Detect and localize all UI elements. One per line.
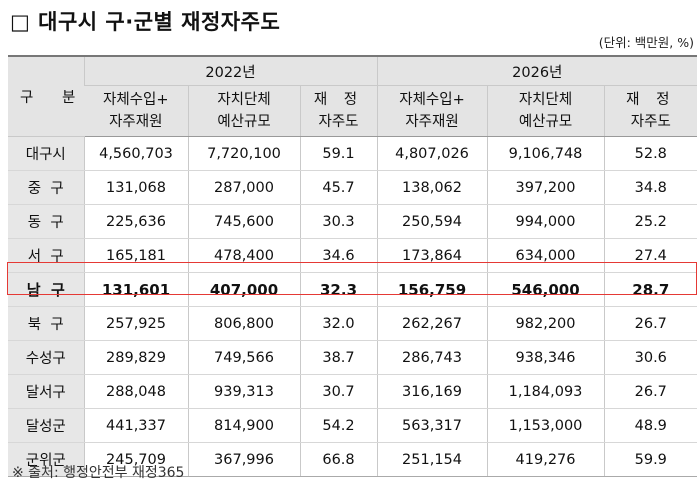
value-cell: 30.6	[603, 340, 698, 375]
region-cell: 북 구	[8, 306, 84, 341]
value-cell: 397,200	[486, 170, 605, 205]
value-cell: 286,743	[376, 340, 488, 375]
value-cell: 814,900	[187, 408, 300, 443]
value-cell: 563,317	[376, 408, 488, 443]
value-cell: 262,267	[376, 306, 488, 341]
value-cell: 138,062	[376, 170, 488, 205]
value-cell: 478,400	[187, 238, 300, 273]
table-row: 동 구 225,636 745,600 30.3 250,594 994,000 25.2	[8, 204, 698, 239]
header-corner: 구 분	[8, 55, 84, 137]
value-cell: 1,184,093	[486, 374, 605, 409]
value-cell: 59.9	[603, 442, 698, 477]
table-row: 달성군 441,337 814,900 54.2 563,317 1,153,000 48.…	[8, 408, 698, 443]
value-cell: 48.9	[603, 408, 698, 443]
value-cell: 938,346	[486, 340, 605, 375]
header-year-2026: 2026년	[376, 55, 698, 86]
fiscal-autonomy-table: 구 분 2022년 2026년 자체수입+ 자주재원 자치단체 예산규모 재 정 자주…	[8, 55, 698, 477]
value-cell: 45.7	[299, 170, 378, 205]
region-cell: 동 구	[8, 204, 84, 239]
region-cell: 달서구	[8, 374, 84, 409]
value-cell: 745,600	[187, 204, 300, 239]
value-cell: 250,594	[376, 204, 488, 239]
value-cell: 289,829	[83, 340, 188, 375]
table-row: 달서구 288,048 939,313 30.7 316,169 1,184,093 26.…	[8, 374, 698, 409]
region-cell: 대구시	[8, 136, 84, 171]
value-cell: 288,048	[83, 374, 188, 409]
table-row: 북 구 257,925 806,800 32.0 262,267 982,200 26.7	[8, 306, 698, 341]
value-cell: 634,000	[486, 238, 605, 273]
value-cell: 939,313	[187, 374, 300, 409]
table-row: 대구시 4,560,703 7,720,100 59.1 4,807,026 9,106,…	[8, 136, 698, 171]
table-row: 군위군 245,709 367,996 66.8 251,154 419,276 59.9	[8, 442, 698, 477]
page-title: □ 대구시 구·군별 재정자주도	[10, 10, 281, 34]
value-cell: 165,181	[83, 238, 188, 273]
table-row: 중 구 131,068 287,000 45.7 138,062 397,200 34.8	[8, 170, 698, 205]
value-cell: 26.7	[603, 306, 698, 341]
value-cell: 30.7	[299, 374, 378, 409]
subheader-own-revenue: 자체수입+ 자주재원	[84, 85, 188, 137]
value-cell: 7,720,100	[187, 136, 300, 171]
unit-note: (단위: 백만원, %)	[598, 35, 694, 50]
region-cell: 군위군	[8, 442, 84, 477]
value-cell: 407,000	[187, 272, 300, 307]
header-year-2022: 2022년	[83, 55, 378, 86]
subheader-autonomy-rate: 재 정 자주도	[603, 85, 698, 137]
table-row: 서 구 165,181 478,400 34.6 173,864 634,000 27.4	[8, 238, 698, 273]
value-cell: 173,864	[376, 238, 488, 273]
subheader-budget-size: 자치단체 예산규모	[187, 85, 300, 137]
value-cell: 38.7	[299, 340, 378, 375]
region-cell: 중 구	[8, 170, 84, 205]
value-cell: 367,996	[187, 442, 300, 477]
value-cell: 546,000	[486, 272, 605, 307]
value-cell: 131,601	[83, 272, 188, 307]
value-cell: 225,636	[83, 204, 188, 239]
value-cell: 257,925	[83, 306, 188, 341]
subheader-autonomy-rate: 재 정 자주도	[299, 85, 378, 137]
value-cell: 25.2	[603, 204, 698, 239]
value-cell: 131,068	[83, 170, 188, 205]
value-cell: 156,759	[376, 272, 488, 307]
region-cell: 서 구	[8, 238, 84, 273]
value-cell: 251,154	[376, 442, 488, 477]
value-cell: 419,276	[486, 442, 605, 477]
subheader-budget-size: 자치단체 예산규모	[486, 85, 605, 137]
value-cell: 749,566	[187, 340, 300, 375]
subheader-own-revenue: 자체수입+ 자주재원	[376, 85, 488, 137]
region-cell: 남 구	[8, 272, 84, 307]
value-cell: 28.7	[603, 272, 698, 307]
value-cell: 1,153,000	[486, 408, 605, 443]
value-cell: 27.4	[603, 238, 698, 273]
value-cell: 994,000	[486, 204, 605, 239]
value-cell: 982,200	[486, 306, 605, 341]
value-cell: 4,560,703	[83, 136, 188, 171]
table-row: 수성구 289,829 749,566 38.7 286,743 938,346 30.6	[8, 340, 698, 375]
value-cell: 34.6	[299, 238, 378, 273]
value-cell: 52.8	[603, 136, 698, 171]
value-cell: 9,106,748	[486, 136, 605, 171]
value-cell: 316,169	[376, 374, 488, 409]
source-note: ※ 출처: 행정안전부 재정365	[12, 465, 185, 481]
region-cell: 수성구	[8, 340, 84, 375]
value-cell: 34.8	[603, 170, 698, 205]
value-cell: 806,800	[187, 306, 300, 341]
value-cell: 245,709	[83, 442, 188, 477]
region-cell: 달성군	[8, 408, 84, 443]
value-cell: 30.3	[299, 204, 378, 239]
value-cell: 441,337	[83, 408, 188, 443]
value-cell: 32.0	[299, 306, 378, 341]
value-cell: 54.2	[299, 408, 378, 443]
value-cell: 26.7	[603, 374, 698, 409]
value-cell: 32.3	[299, 272, 378, 307]
value-cell: 66.8	[299, 442, 378, 477]
table-row: 남 구 131,601 407,000 32.3 156,759 546,000 28.7	[8, 272, 698, 307]
value-cell: 287,000	[187, 170, 300, 205]
value-cell: 59.1	[299, 136, 378, 171]
value-cell: 4,807,026	[376, 136, 488, 171]
